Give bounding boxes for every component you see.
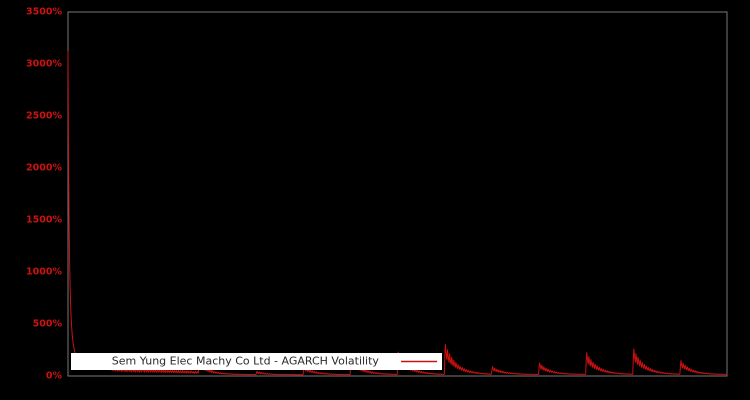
legend[interactable]: Sem Yung Elec Machy Co Ltd - AGARCH Vola… (71, 353, 442, 370)
legend-label: Sem Yung Elec Machy Co Ltd - AGARCH Vola… (112, 355, 380, 368)
y-tick-label: 500% (33, 319, 63, 330)
axes-frame (67, 11, 728, 377)
plot-area-background (68, 12, 727, 376)
y-tick-label: 2000% (26, 163, 62, 174)
y-tick-label: 3000% (26, 59, 62, 70)
legend-background (71, 353, 442, 370)
y-tick-label: 1500% (26, 215, 62, 226)
y-tick-label: 2500% (26, 111, 62, 122)
y-tick-label: 3500% (26, 7, 62, 18)
y-axis-tick-labels: 0% 500% 1000% 1500% 2000% 2500% 3000% 3500% (26, 7, 62, 382)
y-tick-label: 1000% (26, 267, 62, 278)
y-tick-label: 0% (46, 371, 63, 382)
